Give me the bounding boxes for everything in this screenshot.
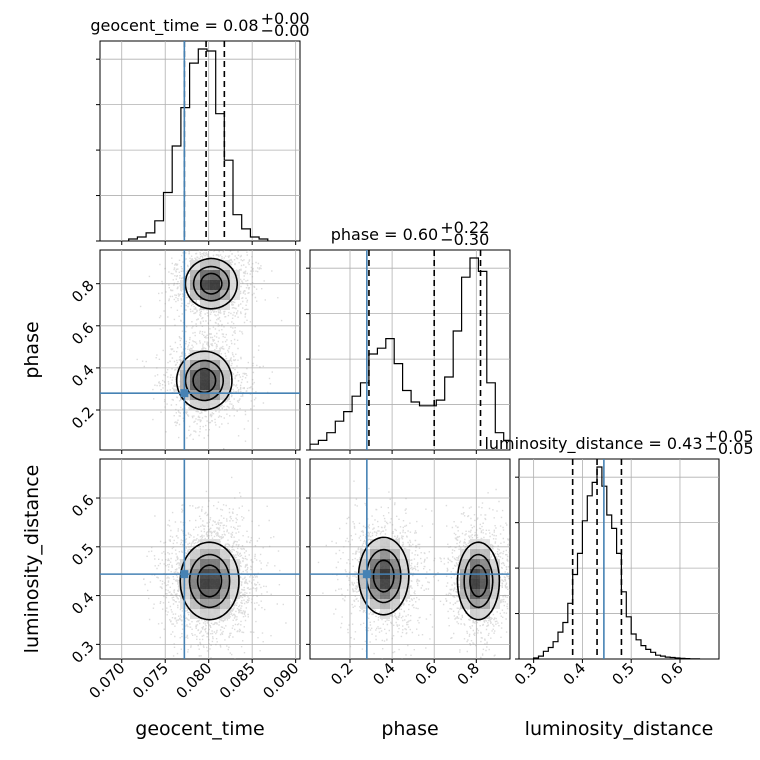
title-main: phase = 0.60 [331,225,438,244]
x-tick-label-phase: 0.6 [411,659,441,689]
contour-level-2 [372,559,488,598]
y-axis-label-phase: phase [21,321,43,378]
y-tick-label-luminosity_distance: 0.4 [68,589,98,619]
x-axis-label-phase: phase [381,718,438,740]
title-upper-error: +0.05 [705,427,754,446]
x-tick-label-luminosity_distance: 0.5 [608,659,638,689]
grid [100,41,300,241]
contour-level-1 [188,553,231,609]
contour-level-2 [196,564,223,598]
histogram-step-phase [310,257,510,450]
x-tick-label-luminosity_distance: 0.4 [560,659,590,689]
x-axis-label-luminosity_distance: luminosity_distance [525,718,714,740]
x-tick-label-phase: 0.8 [454,659,484,689]
y-tick-label-luminosity_distance: 0.5 [68,540,98,570]
title-lower-error: −0.05 [705,439,754,458]
title-upper-error: +0.00 [261,9,310,28]
scatter-points [136,250,283,450]
title-geocent_time: geocent_time = 0.08 +0.00−0.00 [90,9,309,40]
histogram-geocent_time [128,41,269,241]
panel-geocent_time-vs-geocent_time [99,40,301,242]
title-main: luminosity_distance = 0.43 [484,434,702,454]
title-lower-error: −0.30 [440,230,489,249]
title-main: geocent_time = 0.08 [90,16,258,36]
grid [100,459,300,659]
y-tick-label-luminosity_distance: 0.3 [68,637,98,667]
x-tick-label-geocent_time: 0.070 [85,659,128,702]
x-tick-label-luminosity_distance: 0.3 [511,659,541,689]
truth-marker [180,570,189,579]
title-phase: phase = 0.60 +0.22−0.30 [331,218,490,249]
y-tick-label-phase: 0.4 [68,361,98,391]
title-lower-error: −0.00 [261,21,310,40]
contour-level-1 [184,265,230,402]
y-tick-label-phase: 0.6 [68,319,98,349]
y-tick-label-luminosity_distance: 0.6 [68,491,98,521]
x-axis-label-geocent_time: geocent_time [135,718,264,740]
x-tick-label-geocent_time: 0.085 [216,659,259,702]
y-axis-label-luminosity_distance: luminosity_distance [21,465,43,654]
histogram-step-luminosity_distance [533,466,701,659]
x-tick-label-geocent_time: 0.075 [129,659,172,702]
truth-marker [362,570,371,579]
x-tick-label-geocent_time: 0.090 [259,659,302,702]
x-tick-label-phase: 0.4 [369,659,399,689]
x-tick-label-luminosity_distance: 0.6 [657,659,687,689]
histogram-step-geocent_time [128,48,269,241]
histogram-phase [310,250,510,450]
joint-luminosity_distance_vs_geocent_time [100,459,300,659]
y-tick-label-phase: 0.8 [68,277,98,307]
panel-luminosity_distance-vs-luminosity_distance [518,458,720,660]
title-upper-error: +0.22 [440,218,489,237]
contour-level-0 [175,257,238,411]
truth-marker [180,389,189,398]
y-tick-label-phase: 0.2 [68,403,98,433]
contour-level-0 [357,536,501,621]
joint-phase_vs_geocent_time [100,250,300,450]
x-tick-label-phase: 0.2 [327,659,357,689]
contour-level-2 [192,272,223,394]
x-tick-label-geocent_time: 0.080 [172,659,215,702]
histogram-luminosity_distance [533,459,701,659]
joint-luminosity_distance_vs_phase [310,459,510,659]
title-luminosity_distance: luminosity_distance = 0.43 +0.05−0.05 [484,427,753,458]
